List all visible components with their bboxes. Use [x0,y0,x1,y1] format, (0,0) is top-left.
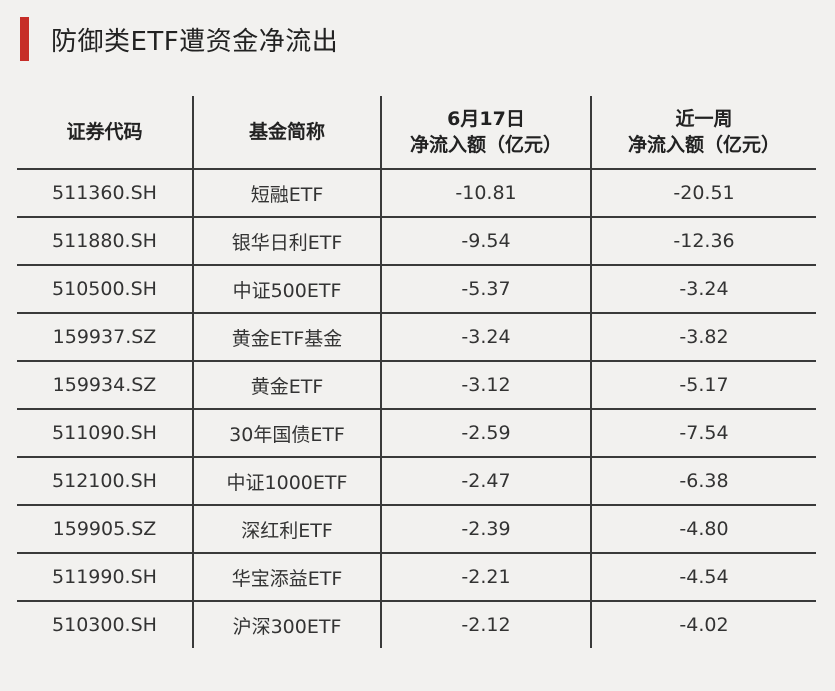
cell-week-flow: -7.54 [590,408,816,458]
cell-code: 511880.SH [17,216,194,266]
cell-code: 159937.SZ [17,312,194,362]
cell-day-flow: -3.24 [380,312,592,362]
cell-day-flow: -5.37 [380,264,592,314]
table-row: 511880.SH 银华日利ETF -9.54 -12.36 [17,216,816,266]
cell-name: 短融ETF [192,168,382,218]
cell-code: 510500.SH [17,264,194,314]
cell-week-flow: -3.82 [590,312,816,362]
cell-day-flow: -2.47 [380,456,592,506]
table-header-row: 证券代码 基金简称 6月17日 净流入额（亿元） 近一周 净流入额（亿元） [17,96,816,170]
cell-code: 511090.SH [17,408,194,458]
cell-day-flow: -3.12 [380,360,592,410]
header-name: 基金简称 [192,96,382,170]
cell-week-flow: -20.51 [590,168,816,218]
table-row: 159934.SZ 黄金ETF -3.12 -5.17 [17,360,816,410]
header-day-label: 净流入额（亿元） [409,134,562,156]
header-code: 证券代码 [17,96,194,170]
cell-day-flow: -10.81 [380,168,592,218]
header-day-date: 6月17日 [447,108,525,130]
cell-code: 511990.SH [17,552,194,602]
cell-week-flow: -3.24 [590,264,816,314]
page-title: 防御类ETF遭资金净流出 [51,26,339,57]
cell-day-flow: -2.21 [380,552,592,602]
table-row: 510300.SH 沪深300ETF -2.12 -4.02 [17,600,816,648]
cell-code: 159934.SZ [17,360,194,410]
header-week-label: 净流入额（亿元） [627,134,780,156]
cell-name: 30年国债ETF [192,408,382,458]
cell-name: 黄金ETF基金 [192,312,382,362]
cell-code: 511360.SH [17,168,194,218]
cell-code: 510300.SH [17,600,194,648]
cell-name: 黄金ETF [192,360,382,410]
cell-week-flow: -12.36 [590,216,816,266]
table-row: 511090.SH 30年国债ETF -2.59 -7.54 [17,408,816,458]
cell-day-flow: -9.54 [380,216,592,266]
cell-code: 512100.SH [17,456,194,506]
accent-bar [20,17,29,61]
fund-flow-table: 证券代码 基金简称 6月17日 净流入额（亿元） 近一周 净流入额（亿元） 51… [17,96,816,648]
cell-week-flow: -4.80 [590,504,816,554]
header-week-period: 近一周 [675,108,733,130]
cell-name: 沪深300ETF [192,600,382,648]
table-row: 512100.SH 中证1000ETF -2.47 -6.38 [17,456,816,506]
cell-week-flow: -4.54 [590,552,816,602]
cell-day-flow: -2.39 [380,504,592,554]
cell-name: 深红利ETF [192,504,382,554]
table-row: 511990.SH 华宝添益ETF -2.21 -4.54 [17,552,816,602]
table-row: 511360.SH 短融ETF -10.81 -20.51 [17,168,816,218]
cell-code: 159905.SZ [17,504,194,554]
cell-day-flow: -2.59 [380,408,592,458]
cell-week-flow: -4.02 [590,600,816,648]
header-week-flow: 近一周 净流入额（亿元） [590,96,816,170]
header-day-flow: 6月17日 净流入额（亿元） [380,96,592,170]
table-row: 510500.SH 中证500ETF -5.37 -3.24 [17,264,816,314]
cell-name: 中证1000ETF [192,456,382,506]
title-bar-group: 防御类ETF遭资金净流出 [20,16,338,62]
cell-week-flow: -6.38 [590,456,816,506]
cell-name: 中证500ETF [192,264,382,314]
cell-day-flow: -2.12 [380,600,592,648]
cell-name: 华宝添益ETF [192,552,382,602]
table-row: 159937.SZ 黄金ETF基金 -3.24 -3.82 [17,312,816,362]
cell-week-flow: -5.17 [590,360,816,410]
cell-name: 银华日利ETF [192,216,382,266]
table-row: 159905.SZ 深红利ETF -2.39 -4.80 [17,504,816,554]
